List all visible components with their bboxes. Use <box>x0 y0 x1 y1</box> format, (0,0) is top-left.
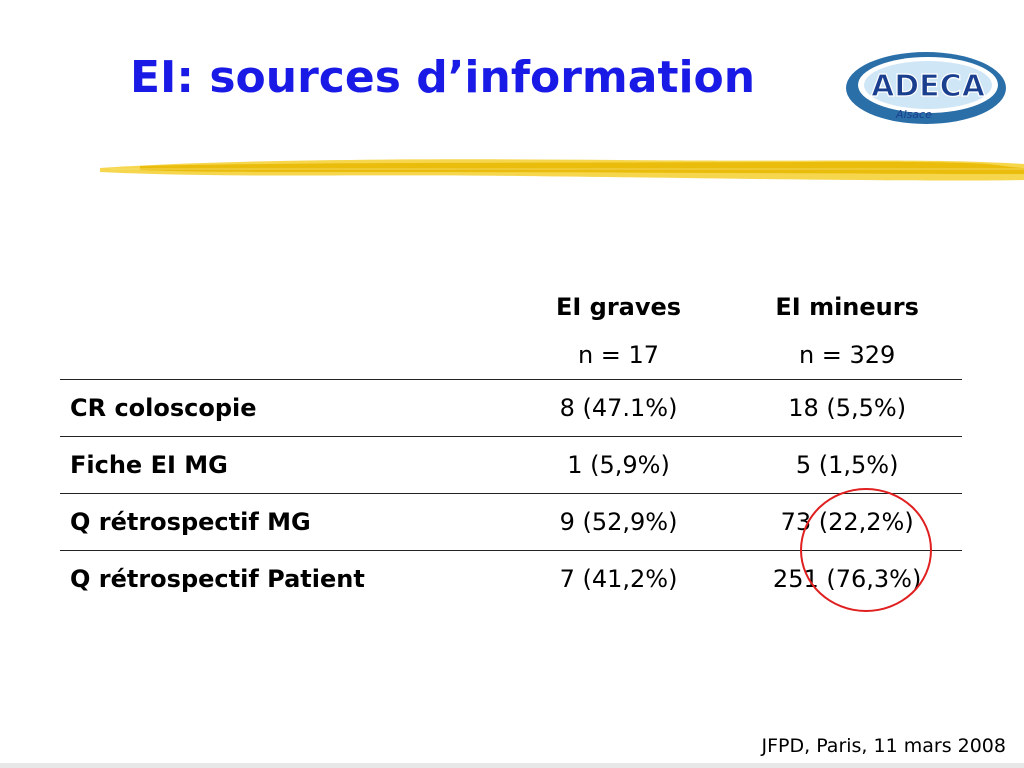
header-label: EI graves <box>555 292 682 321</box>
cell-mineurs: 251 (76,3%) <box>732 550 962 607</box>
cell-mineurs: 18 (5,5%) <box>732 379 962 437</box>
table-row: Fiche EI MG 1 (5,9%) 5 (1,5%) <box>60 436 962 494</box>
cell-graves: 8 (47.1%) <box>504 379 733 437</box>
header-ei-mineurs: EI mineurs n = 329 <box>732 282 962 380</box>
table-row: Q rétrospectif Patient 7 (41,2%) 251 (76… <box>60 550 962 607</box>
results-table: EI graves n = 17 EI mineurs n = 329 CR c… <box>60 282 962 607</box>
bottom-divider <box>0 763 1024 768</box>
row-label: Q rétrospectif Patient <box>60 550 505 607</box>
table-header-row: EI graves n = 17 EI mineurs n = 329 <box>60 282 962 380</box>
decorative-highlight-stroke <box>100 159 1024 181</box>
cell-graves: 9 (52,9%) <box>504 493 733 551</box>
row-label: Fiche EI MG <box>60 436 505 494</box>
results-table-container: EI graves n = 17 EI mineurs n = 329 CR c… <box>60 282 962 607</box>
logo-text: ADECA <box>871 69 986 104</box>
cell-graves: 1 (5,9%) <box>504 436 733 494</box>
logo-subtext: Alsace <box>895 108 932 121</box>
table-row: Q rétrospectif MG 9 (52,9%) 73 (22,2%) <box>60 493 962 551</box>
footer-text: JFPD, Paris, 11 mars 2008 <box>761 735 1007 757</box>
row-label: Q rétrospectif MG <box>60 493 505 551</box>
header-label: EI mineurs <box>775 292 919 321</box>
row-label: CR coloscopie <box>60 379 505 437</box>
slide-title: EI: sources d’information <box>130 52 756 103</box>
header-sublabel: n = 329 <box>798 340 896 369</box>
header-sublabel: n = 17 <box>577 340 660 369</box>
header-ei-graves: EI graves n = 17 <box>505 282 732 380</box>
cell-graves: 7 (41,2%) <box>504 550 733 607</box>
table-row: CR coloscopie 8 (47.1%) 18 (5,5%) <box>60 379 962 437</box>
cell-mineurs: 73 (22,2%) <box>732 493 962 551</box>
adeca-logo: ADECA Alsace <box>846 52 1006 124</box>
cell-mineurs: 5 (1,5%) <box>732 436 962 494</box>
header-empty-cell <box>60 282 505 380</box>
